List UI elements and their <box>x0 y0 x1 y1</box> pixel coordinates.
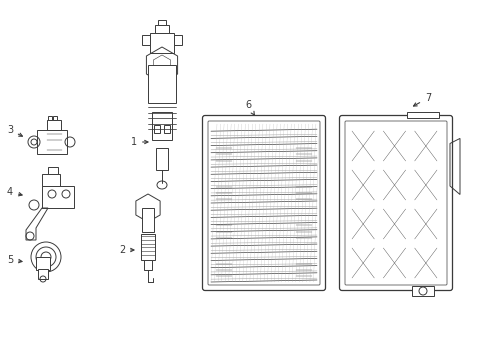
FancyBboxPatch shape <box>345 121 446 285</box>
Bar <box>292 246 314 280</box>
FancyBboxPatch shape <box>202 116 325 291</box>
Bar <box>154 125 160 133</box>
Text: 3: 3 <box>7 125 22 136</box>
Bar <box>42 186 74 208</box>
Bar <box>42 174 60 186</box>
Text: 2: 2 <box>119 245 134 255</box>
Bar <box>53 116 57 120</box>
Bar <box>174 35 182 45</box>
Text: 4: 4 <box>7 187 22 197</box>
Bar <box>47 120 61 130</box>
Bar <box>36 257 50 270</box>
Bar <box>213 246 235 280</box>
Text: 6: 6 <box>244 100 254 115</box>
Text: 7: 7 <box>413 93 430 106</box>
Bar <box>292 207 314 242</box>
Bar <box>163 125 170 133</box>
Bar <box>292 168 314 203</box>
Bar <box>213 207 235 242</box>
Bar <box>141 234 155 260</box>
Text: 1: 1 <box>131 137 148 147</box>
FancyBboxPatch shape <box>207 121 319 285</box>
Bar <box>48 116 52 120</box>
Bar <box>150 33 174 53</box>
Bar <box>48 167 58 174</box>
Bar <box>155 25 169 33</box>
Bar <box>156 148 168 170</box>
Bar <box>142 208 154 232</box>
Bar <box>142 35 150 45</box>
Bar <box>148 65 176 103</box>
Bar <box>158 20 165 25</box>
Text: 5: 5 <box>7 255 22 265</box>
Bar <box>213 168 235 203</box>
Bar <box>37 130 67 154</box>
Bar <box>152 112 172 140</box>
Bar <box>406 112 438 118</box>
Bar <box>411 286 433 296</box>
Bar <box>143 260 152 270</box>
Bar <box>38 269 48 279</box>
Bar <box>213 130 235 165</box>
FancyBboxPatch shape <box>339 116 451 291</box>
Bar <box>292 130 314 165</box>
